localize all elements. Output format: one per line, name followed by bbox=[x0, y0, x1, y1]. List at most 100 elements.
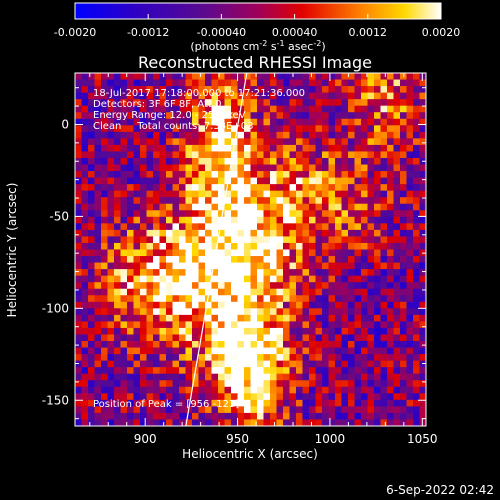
heatmap-cell bbox=[296, 406, 304, 414]
heatmap-cell bbox=[283, 177, 291, 185]
heatmap-cell bbox=[159, 347, 167, 355]
heatmap-cell bbox=[257, 164, 265, 172]
heatmap-cell bbox=[114, 197, 122, 205]
heatmap-cell bbox=[270, 373, 278, 381]
heatmap-cell bbox=[159, 262, 167, 270]
heatmap-cell bbox=[94, 249, 102, 257]
heatmap-cell bbox=[374, 223, 382, 231]
heatmap-cell bbox=[335, 131, 343, 139]
heatmap-cell bbox=[88, 406, 96, 414]
heatmap-cell bbox=[159, 216, 167, 224]
heatmap-cell bbox=[107, 229, 115, 238]
heatmap-cell bbox=[263, 131, 271, 139]
heatmap-cell bbox=[94, 256, 102, 264]
heatmap-cell bbox=[120, 367, 128, 375]
heatmap-cell bbox=[367, 314, 375, 323]
heatmap-cell bbox=[205, 406, 213, 414]
heatmap-cell bbox=[393, 334, 401, 342]
heatmap-cell bbox=[75, 242, 83, 251]
heatmap-cell bbox=[348, 223, 356, 231]
heatmap-cell bbox=[172, 184, 180, 192]
heatmap-cell bbox=[328, 184, 336, 192]
heatmap-cell bbox=[250, 236, 258, 244]
heatmap-cell bbox=[133, 144, 141, 153]
heatmap-cell bbox=[315, 131, 323, 139]
heatmap-cell bbox=[192, 92, 200, 100]
heatmap-cell bbox=[250, 412, 258, 421]
heatmap-cell bbox=[127, 164, 135, 172]
heatmap-cell bbox=[205, 314, 213, 323]
heatmap-cell bbox=[263, 177, 271, 185]
heatmap-cell bbox=[172, 223, 180, 231]
heatmap-cell bbox=[257, 393, 265, 401]
heatmap-cell bbox=[250, 157, 258, 166]
heatmap-cell bbox=[81, 406, 89, 414]
heatmap-cell bbox=[88, 269, 96, 277]
heatmap-cell bbox=[374, 125, 382, 133]
heatmap-cell bbox=[192, 295, 200, 303]
heatmap-cell bbox=[283, 157, 291, 166]
heatmap-cell bbox=[276, 125, 284, 133]
heatmap-cell bbox=[387, 308, 395, 316]
heatmap-cell bbox=[179, 79, 187, 87]
heatmap-cell bbox=[153, 86, 161, 94]
heatmap-cell bbox=[354, 157, 362, 166]
heatmap-cell bbox=[159, 73, 167, 81]
heatmap-cell bbox=[153, 125, 161, 133]
heatmap-cell bbox=[361, 125, 369, 133]
heatmap-cell bbox=[107, 347, 115, 355]
heatmap-cell bbox=[179, 327, 187, 336]
heatmap-cell bbox=[101, 412, 109, 421]
heatmap-cell bbox=[322, 314, 330, 323]
heatmap-cell bbox=[419, 334, 426, 342]
heatmap-cell bbox=[328, 314, 336, 323]
heatmap-cell bbox=[179, 131, 187, 139]
heatmap-cell bbox=[387, 164, 395, 172]
heatmap-cell bbox=[315, 256, 323, 264]
heatmap-cell bbox=[283, 288, 291, 296]
heatmap-cell bbox=[289, 393, 297, 401]
heatmap-cell bbox=[205, 203, 213, 211]
heatmap-cell bbox=[159, 275, 167, 283]
heatmap-cell bbox=[335, 380, 343, 388]
heatmap-cell bbox=[393, 125, 401, 133]
heatmap-cell bbox=[120, 105, 128, 113]
heatmap-cell bbox=[276, 334, 284, 342]
heatmap-cell bbox=[270, 118, 278, 126]
heatmap-cell bbox=[257, 373, 265, 381]
heatmap-cell bbox=[224, 164, 232, 172]
heatmap-cell bbox=[192, 406, 200, 414]
heatmap-cell bbox=[146, 229, 154, 238]
heatmap-cell bbox=[172, 269, 180, 277]
heatmap-cell bbox=[302, 99, 310, 107]
heatmap-cell bbox=[380, 393, 388, 401]
heatmap-cell bbox=[179, 393, 187, 401]
heatmap-cell bbox=[185, 184, 193, 192]
heatmap-cell bbox=[75, 131, 83, 139]
heatmap-cell bbox=[140, 73, 148, 81]
heatmap-cell bbox=[120, 177, 128, 185]
heatmap-cell bbox=[133, 249, 141, 257]
heatmap-cell bbox=[276, 269, 284, 277]
heatmap-cell bbox=[244, 373, 252, 381]
heatmap-cell bbox=[328, 79, 336, 87]
heatmap-cell bbox=[133, 386, 141, 394]
heatmap-cell bbox=[101, 275, 109, 283]
heatmap-cell bbox=[107, 386, 115, 394]
heatmap-cell bbox=[263, 112, 271, 120]
heatmap-cell bbox=[159, 236, 167, 244]
heatmap-cell bbox=[387, 347, 395, 355]
heatmap-cell bbox=[387, 190, 395, 198]
heatmap-cell bbox=[328, 216, 336, 224]
heatmap-cell bbox=[257, 79, 265, 87]
heatmap-cell bbox=[81, 131, 89, 139]
heatmap-cell bbox=[283, 242, 291, 251]
heatmap-cell bbox=[244, 177, 252, 185]
heatmap-cell bbox=[283, 144, 291, 153]
heatmap-cell bbox=[140, 419, 148, 426]
heatmap-cell bbox=[127, 125, 135, 133]
heatmap-cell bbox=[276, 347, 284, 355]
heatmap-cell bbox=[257, 197, 265, 205]
heatmap-cell bbox=[185, 118, 193, 126]
heatmap-cell bbox=[413, 347, 421, 355]
